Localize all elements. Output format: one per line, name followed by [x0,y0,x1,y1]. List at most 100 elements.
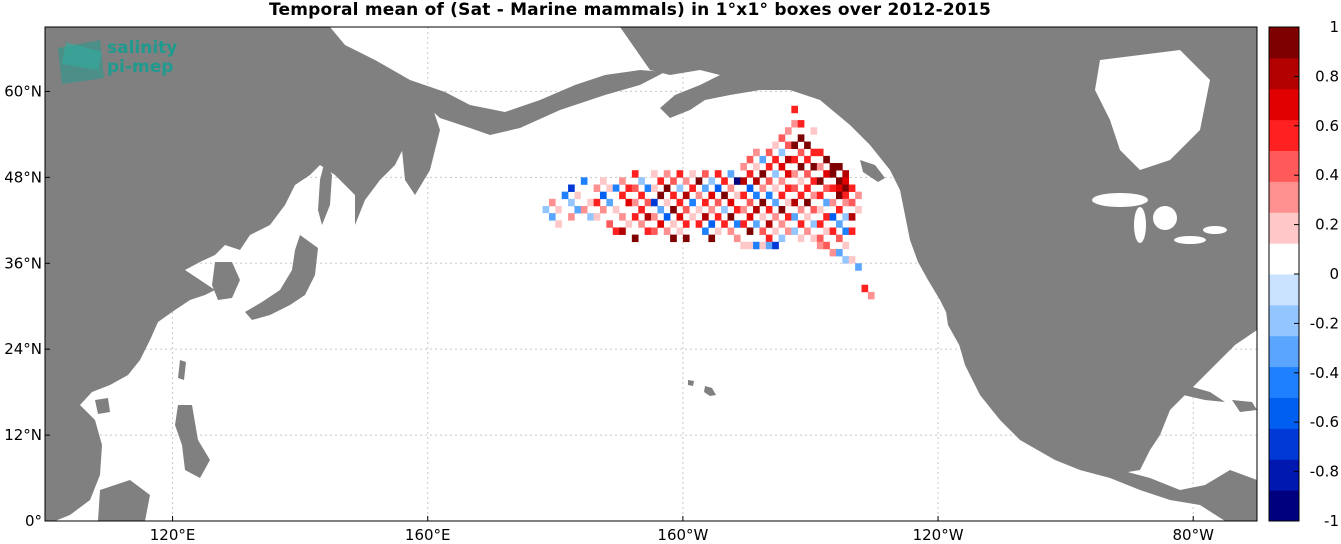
data-cell [835,220,843,228]
data-cell [746,213,754,221]
data-cell [829,248,837,257]
data-cell [606,220,614,228]
logo-wave-icon-front [62,42,102,70]
data-cell [721,191,728,200]
data-cell [651,213,658,221]
data-cell [829,184,837,192]
data-cell [587,198,594,207]
data-cell [568,184,575,192]
data-cell [772,155,779,164]
data-cell [816,241,824,250]
colorbar-band [1269,428,1299,460]
data-cell [842,184,850,192]
data-cell [855,263,862,271]
lake-erie [1174,236,1206,244]
colorbar-tick-label: -0.6 [1310,413,1339,431]
land-hawaii [688,380,716,396]
data-cell [682,191,690,200]
data-cell [772,170,779,178]
data-cell [759,170,767,178]
data-cell [804,227,811,235]
data-cell [657,205,665,214]
data-cell [804,170,811,178]
data-cell [797,177,805,185]
data-cell [612,191,620,200]
data-cell [753,205,760,214]
data-cell [733,177,741,185]
data-cell [861,284,869,293]
data-cell [644,213,652,221]
data-cell [727,213,735,221]
data-cell [765,148,773,157]
data-cell [740,220,747,228]
data-cell [765,191,773,200]
lon-tick-label: 120°W [913,526,964,544]
data-cell [721,205,728,214]
colorbar-band [1269,366,1299,398]
logo-line2: pi-mep [107,57,173,77]
data-cell [580,205,588,214]
data-cell [593,213,601,221]
data-cell [816,148,824,157]
colorbar-tick-label: 0.8 [1315,67,1339,85]
data-cell [810,205,818,214]
data-cell [816,163,824,171]
data-cell [702,198,709,207]
data-cell [823,213,830,221]
data-cell [848,256,856,264]
data-cell [682,220,690,228]
data-cell [765,220,773,228]
data-cell [816,191,824,200]
data-cell [810,148,818,157]
data-cell [727,227,735,235]
data-cell [561,205,569,214]
lon-tick-label: 160°E [405,526,451,544]
data-cell [784,213,792,221]
data-cell [797,191,805,200]
data-cell [791,155,799,164]
land-vancouver-island [860,160,885,182]
data-cell [568,198,575,207]
data-cell [714,227,722,235]
data-cell [599,191,607,200]
colorbar-band [1269,181,1299,213]
data-cell [631,234,639,243]
data-cell [663,213,671,221]
data-cell [791,184,799,192]
data-cell [784,127,792,135]
logo-line1: salinity [107,38,177,58]
data-cell [797,234,805,243]
data-cell [759,241,767,250]
salinity-pi-mep-logo: salinity pi-mep [58,38,177,84]
data-cell [778,134,786,142]
data-cell [772,198,779,207]
data-cell [791,227,799,235]
land-central-america [1080,470,1257,521]
land-japan [245,235,318,320]
data-cell [778,177,786,185]
data-cell [848,213,856,221]
data-cell [580,191,588,200]
lat-tick-label: 12°N [4,426,42,444]
data-cell [797,205,805,214]
hudson-bay [1095,50,1210,170]
land-sakhalin [318,160,332,225]
data-cell [746,184,754,192]
land-hainan [95,398,110,414]
data-cell [619,213,626,221]
colorbar-ticks: 1 0.8 0.6 0.4 0.2 0 -0.2 -0.4 -0.6 -0.8 -1 [1294,18,1339,530]
colorbar-band [1269,27,1299,59]
data-cell [791,141,799,150]
data-cell [568,213,575,221]
data-cell [842,191,850,200]
data-cell [816,205,824,214]
data-cell [778,205,786,214]
data-cell [835,205,843,214]
data-cell [631,213,639,221]
colorbar-tick-label: 0.2 [1315,216,1339,234]
land-borneo [98,480,150,521]
data-cell [651,227,658,235]
data-cell [740,177,747,185]
data-cell [842,241,850,250]
